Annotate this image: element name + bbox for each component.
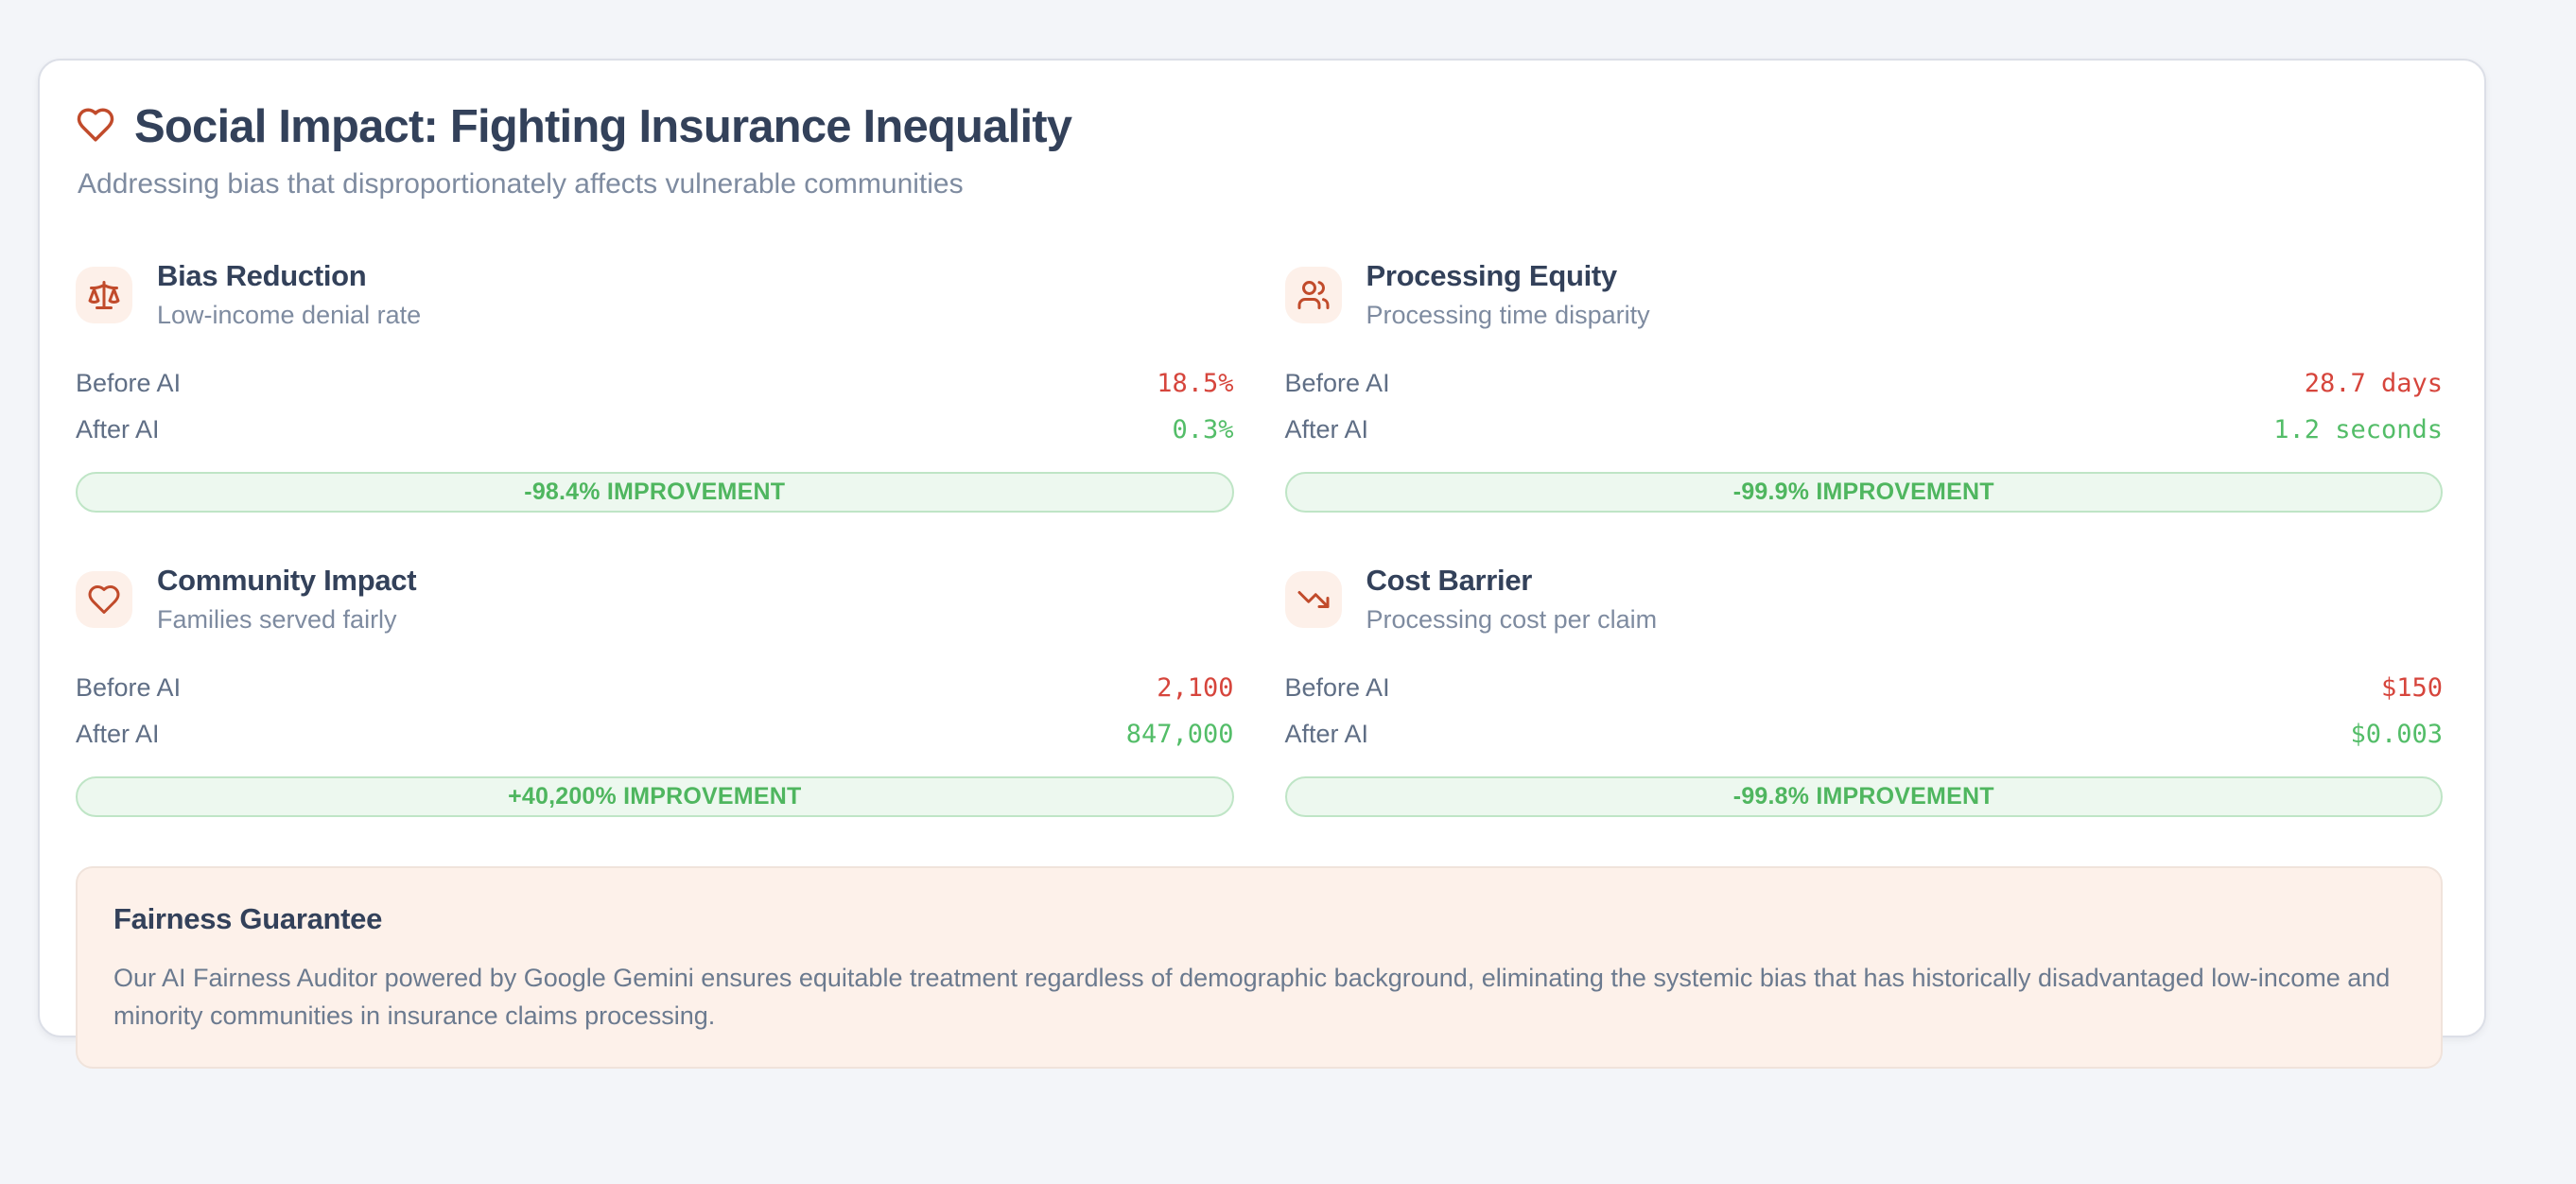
fairness-guarantee-box: Fairness Guarantee Our AI Fairness Audit… xyxy=(76,866,2443,1069)
metric-subtitle: Low-income denial rate xyxy=(157,301,422,329)
social-impact-panel: Social Impact: Fighting Insurance Inequa… xyxy=(38,59,2486,1069)
before-row: Before AI 2,100 xyxy=(76,665,1234,711)
users-icon xyxy=(1284,266,1342,323)
fairness-title: Fairness Guarantee xyxy=(113,902,383,935)
metric-card-cost-barrier: Cost Barrier Processing cost per claim B… xyxy=(1284,564,2444,817)
metric-subtitle: Processing time disparity xyxy=(1366,301,1650,329)
before-value: 2,100 xyxy=(1157,673,1234,703)
before-value: 18.5% xyxy=(1157,369,1234,398)
metric-subtitle: Families served fairly xyxy=(157,605,397,634)
improvement-badge: -98.4% IMPROVEMENT xyxy=(76,472,1234,513)
before-value: 28.7 days xyxy=(2304,369,2443,398)
trending-down-icon xyxy=(1284,570,1342,628)
metric-title: Community Impact xyxy=(157,564,417,597)
after-row: After AI 1.2 seconds xyxy=(1285,407,2444,453)
after-label: After AI xyxy=(76,415,160,444)
after-label: After AI xyxy=(1284,415,1369,444)
improvement-badge: -99.8% IMPROVEMENT xyxy=(1284,776,2443,817)
improvement-badge: +40,200% IMPROVEMENT xyxy=(76,776,1234,817)
before-label: Before AI xyxy=(1284,673,1390,702)
fairness-body: Our AI Fairness Auditor powered by Googl… xyxy=(113,964,2391,1030)
metrics-grid: Bias Reduction Low-income denial rate Be… xyxy=(76,259,2443,817)
before-row: Before AI 18.5% xyxy=(76,360,1234,407)
improvement-badge: -99.9% IMPROVEMENT xyxy=(1284,472,2443,513)
metric-title: Cost Barrier xyxy=(1366,564,1533,597)
metric-subtitle: Processing cost per claim xyxy=(1366,605,1658,634)
metric-card-bias-reduction: Bias Reduction Low-income denial rate Be… xyxy=(76,259,1234,513)
before-row: Before AI 28.7 days xyxy=(1285,360,2444,407)
page-subtitle: Addressing bias that disproportionately … xyxy=(78,168,964,200)
before-label: Before AI xyxy=(1284,369,1390,397)
heart-icon xyxy=(76,570,132,628)
before-label: Before AI xyxy=(76,673,182,702)
before-row: Before AI $150 xyxy=(1285,665,2444,711)
after-value: 1.2 seconds xyxy=(2273,415,2443,444)
metric-title: Processing Equity xyxy=(1366,259,1618,292)
before-label: Before AI xyxy=(76,369,182,397)
after-value: 847,000 xyxy=(1125,720,1234,749)
metric-card-processing-equity: Processing Equity Processing time dispar… xyxy=(1284,259,2444,513)
panel-header: Social Impact: Fighting Insurance Inequa… xyxy=(76,100,2443,153)
after-value: $0.003 xyxy=(2350,720,2443,749)
after-row: After AI 847,000 xyxy=(76,711,1234,757)
heart-icon xyxy=(76,105,115,149)
metric-card-community-impact: Community Impact Families served fairly … xyxy=(76,564,1234,817)
page-title: Social Impact: Fighting Insurance Inequa… xyxy=(134,101,1072,152)
after-label: After AI xyxy=(76,720,160,748)
after-row: After AI $0.003 xyxy=(1285,711,2444,757)
after-row: After AI 0.3% xyxy=(76,407,1234,453)
after-value: 0.3% xyxy=(1172,415,1234,444)
before-value: $150 xyxy=(2380,673,2443,703)
metric-title: Bias Reduction xyxy=(157,259,367,292)
after-label: After AI xyxy=(1284,720,1369,748)
scale-icon xyxy=(76,266,132,323)
